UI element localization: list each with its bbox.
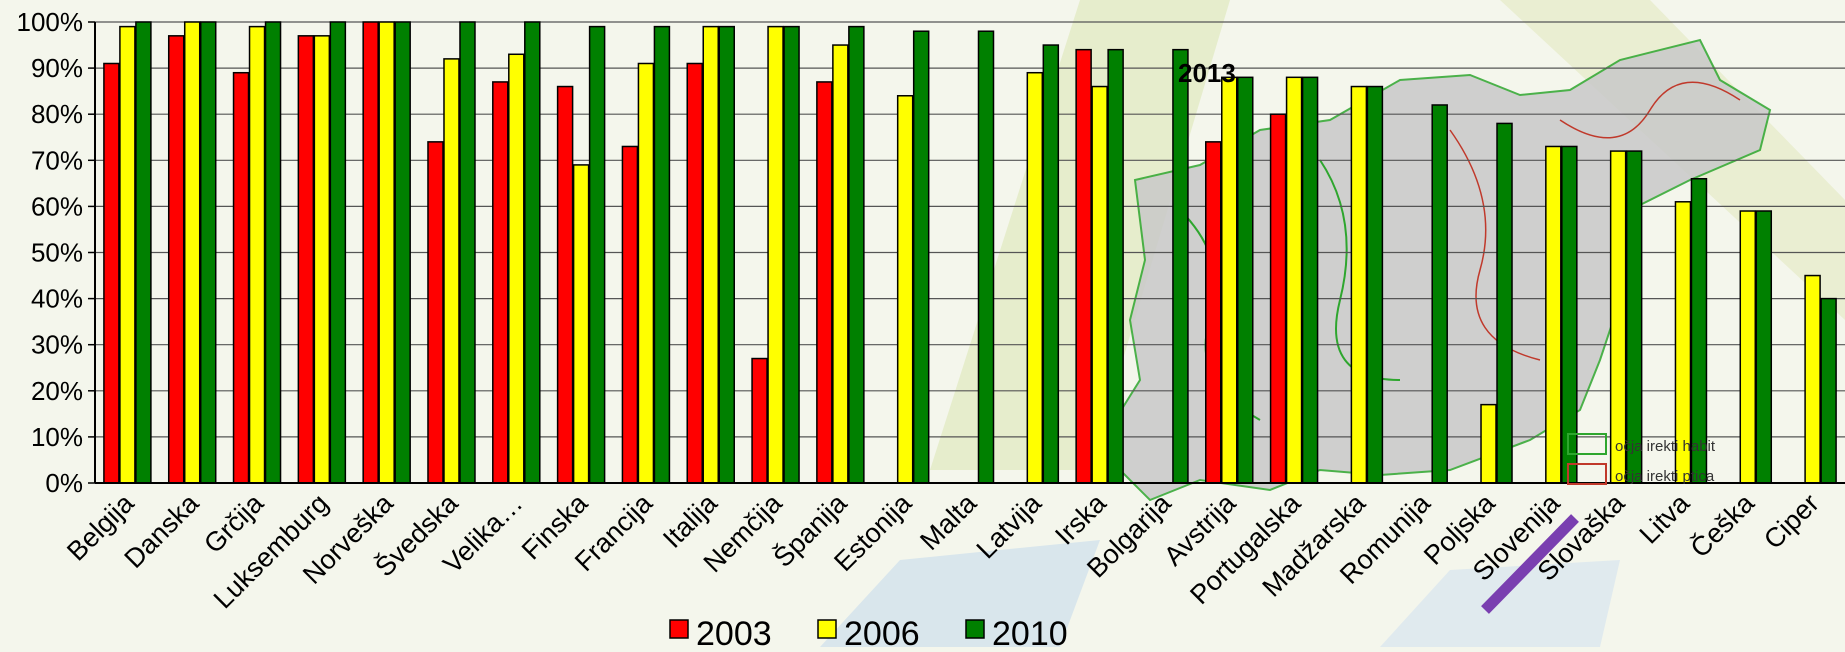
bar-2010-Slovenija (1561, 145, 1578, 484)
bar-2003-Italija (686, 62, 703, 484)
bar-2006-Madžarska (1350, 85, 1368, 484)
legend-swatch-2006 (817, 619, 837, 639)
y-tick-label: 0% (45, 468, 83, 498)
bar-2006-Španija (832, 44, 849, 484)
bar-2010-Avstrija (1237, 76, 1254, 484)
legend-swatch-2010 (965, 619, 985, 639)
y-tick-label: 70% (31, 145, 83, 175)
bar-2010-Portugalska (1301, 76, 1319, 484)
bar-2010-Malta (977, 30, 995, 484)
legend-label-2010: 2010 (992, 615, 1068, 647)
bar-2006-Češka (1739, 210, 1757, 484)
bar-2003-Finska (556, 85, 574, 484)
bar-2003-Portugalska (1269, 113, 1287, 484)
bar-2003-Švedska (427, 141, 444, 484)
bar-2003-Grčija (232, 71, 250, 484)
map-legend-swatch-habitat (1567, 433, 1607, 455)
chart-legend: 2003 2006 2010 (669, 615, 1068, 652)
y-tick-label: 90% (31, 53, 83, 83)
bar-2010-Švedska (459, 21, 476, 484)
bar-2003-Avstrija (1205, 141, 1222, 484)
bar-2010-Danska (199, 21, 217, 484)
bar-2006-Slovaška (1609, 150, 1627, 484)
bar-2010-Luksemburg (329, 21, 347, 484)
x-category-label: Ciper (1758, 488, 1825, 555)
bar-2010-Latvija (1042, 44, 1060, 484)
bar-2006-Finska (572, 164, 590, 484)
background-arrow-shape (820, 540, 1100, 647)
bar-2003-Španija (816, 81, 833, 484)
bar-2010-Grčija (264, 21, 282, 484)
map-boundary-line (1559, 81, 1741, 139)
background-arrow-shape (1380, 560, 1620, 647)
bar-2010-Norveška (394, 21, 411, 484)
bar-2010-Velika… (524, 21, 541, 484)
bar-2003-Velika… (492, 81, 509, 484)
bar-2006-Luksemburg (313, 35, 331, 484)
bar-2003-Francija (621, 145, 639, 484)
y-tick-label: 10% (31, 422, 83, 452)
y-axis-ticks: 0% 10% 20% 30% 40% 50% 60% 70% 80% 90% 100% (17, 7, 95, 498)
bar-2003-Irska (1075, 48, 1092, 484)
bar-2006-Velika… (508, 53, 525, 484)
bar-2006-Latvija (1026, 71, 1044, 484)
map-legend: očja irekti habit očja irekti ptica (1567, 433, 1716, 485)
y-tick-label: 60% (31, 191, 83, 221)
bar-2010-Ciper (1820, 297, 1837, 484)
y-tick-label: 80% (31, 99, 83, 129)
bar-2003-Norveška (362, 21, 379, 484)
map-legend-label-birds: očja irekti ptica (1615, 468, 1715, 485)
map-legend-swatch-birds (1567, 463, 1607, 485)
bar-2006-Švedska (443, 58, 460, 484)
bar-2006-Poljska (1480, 403, 1497, 484)
legend-label-2003: 2003 (696, 615, 772, 647)
bar-2010-Francija (653, 25, 671, 484)
map-legend-label-habitat: očja irekti habit (1615, 438, 1716, 455)
y-tick-label: 30% (31, 330, 83, 360)
bar-2010-Finska (588, 25, 606, 484)
y-tick-label: 40% (31, 284, 83, 314)
bar-2010-Poljska (1496, 122, 1513, 484)
bar-2010-Belgija (135, 21, 152, 484)
legend-label-2006: 2006 (844, 615, 920, 647)
bar-2003-Nemčija (751, 357, 768, 484)
bar-2006-Belgija (119, 25, 136, 484)
bar-2006-Italija (702, 25, 719, 484)
bars (103, 21, 1837, 484)
bar-2006-Ciper (1804, 274, 1821, 484)
bar-2010-Bolgarija (1172, 48, 1189, 484)
x-category-label: Češka (1684, 487, 1761, 564)
bar-2006-Norveška (378, 21, 395, 484)
bar-2010-Irska (1107, 48, 1124, 484)
bar-2010-Estonija (912, 30, 930, 484)
bar-2006-Nemčija (767, 25, 784, 484)
bar-2003-Belgija (103, 62, 120, 484)
bar-2010-Italija (718, 25, 735, 484)
bar-2006-Grčija (248, 25, 266, 484)
bar-2010-Slovaška (1625, 150, 1643, 484)
bar-2010-Češka (1755, 210, 1773, 484)
y-tick-label: 50% (31, 238, 83, 268)
bar-2006-Danska (183, 21, 201, 484)
x-category-label: Danska (119, 487, 206, 574)
bar-2003-Luksemburg (297, 35, 315, 484)
bar-2006-Portugalska (1285, 76, 1303, 484)
bar-2010-Nemčija (783, 25, 800, 484)
bar-2006-Irska (1091, 85, 1108, 484)
bar-2010-Madžarska (1366, 85, 1384, 484)
bar-2006-Avstrija (1221, 76, 1238, 484)
bar-2006-Estonija (896, 95, 914, 484)
y-tick-label: 20% (31, 376, 83, 406)
bar-2006-Francija (637, 62, 655, 484)
legend-swatch-2003 (669, 619, 689, 639)
bar-2010-Španija (848, 25, 865, 484)
bar-2003-Danska (167, 35, 185, 484)
highlight-stroke (1481, 514, 1579, 614)
year-label: 2013 (1178, 58, 1236, 88)
bar-2006-Slovenija (1545, 145, 1562, 484)
bar-2010-Romunija (1431, 104, 1448, 484)
y-tick-label: 100% (17, 7, 84, 37)
